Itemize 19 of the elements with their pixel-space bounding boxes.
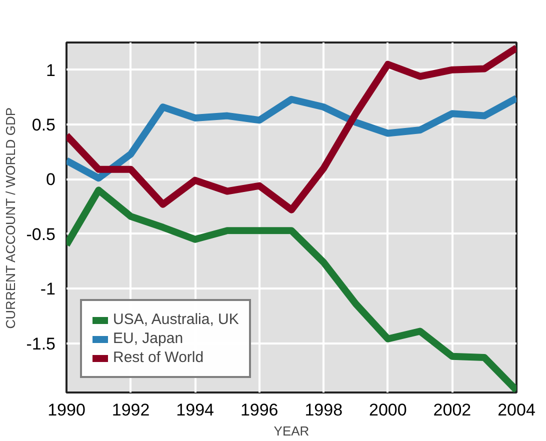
x-tick-label: 1990 — [48, 400, 86, 420]
y-tick-label: -1.5 — [26, 334, 56, 354]
y-tick-label: -1 — [40, 280, 56, 299]
y-tick-label: 0.5 — [32, 116, 56, 135]
x-tick-label: 1996 — [240, 400, 278, 420]
x-axis-title: YEAR — [274, 424, 310, 438]
y-axis-title: CURRENT ACCOUNT / WORLD GDP — [3, 107, 18, 329]
legend-label: USA, Australia, UK — [113, 311, 239, 328]
x-tick-label: 1998 — [304, 400, 343, 420]
y-tick-label: 1 — [46, 60, 56, 80]
legend-label: Rest of World — [113, 349, 204, 366]
y-tick-label: 0 — [46, 170, 56, 190]
x-tick-label: 2004 — [498, 400, 536, 420]
legend-label: EU, Japan — [113, 330, 184, 347]
y-tick-label: -0.5 — [26, 224, 56, 244]
x-tick-label: 2000 — [369, 400, 407, 420]
x-tick-label: 2002 — [433, 400, 472, 420]
x-tick-label: 1994 — [176, 400, 214, 420]
x-tick-label: 1992 — [112, 400, 150, 420]
